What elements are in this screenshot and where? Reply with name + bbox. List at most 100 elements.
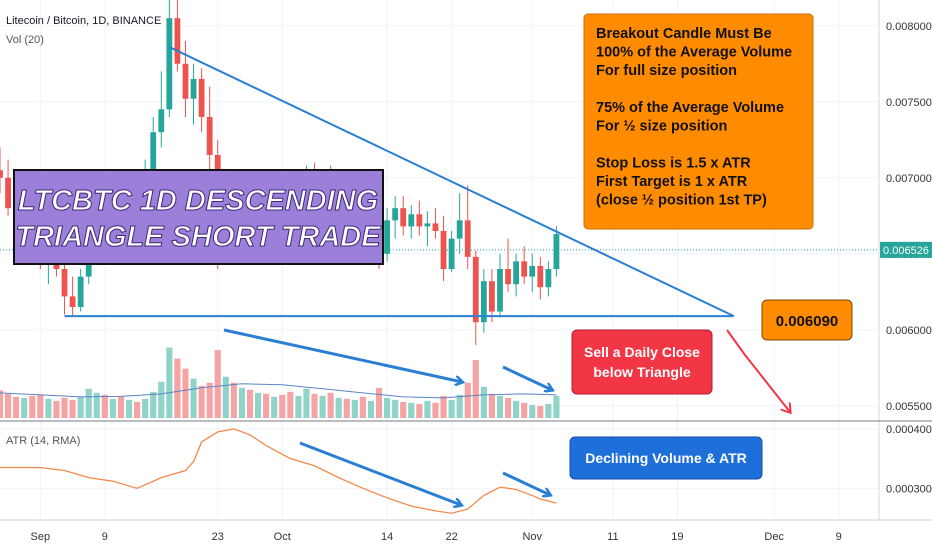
volume-layer xyxy=(0,347,560,418)
candle-body xyxy=(400,208,407,227)
support-value: 0.006090 xyxy=(776,313,839,330)
volume-bar xyxy=(271,396,278,418)
atr-tick-label: 0.000400 xyxy=(886,424,932,436)
symbol-title: Litecoin / Bitcoin, 1D, BINANCE xyxy=(6,15,161,27)
volume-bar xyxy=(351,399,358,418)
candle-body xyxy=(174,18,181,64)
volume-bar xyxy=(440,395,447,418)
rules-line: Stop Loss is 1.5 x ATR xyxy=(596,156,751,172)
candle-body xyxy=(505,269,511,285)
atr-decline-arrow-1 xyxy=(299,441,461,505)
candle-body xyxy=(489,281,495,312)
volume-bar xyxy=(424,400,431,418)
declining-text: Declining Volume & ATR xyxy=(585,450,747,466)
rules-line: (close ½ position 1st TP) xyxy=(596,193,767,209)
volume-bar xyxy=(464,382,471,418)
volume-bar xyxy=(77,396,84,418)
candle-body xyxy=(158,109,165,133)
volume-bar xyxy=(343,398,350,418)
time-tick-label: 11 xyxy=(607,531,618,543)
volume-decline-arrow-2 xyxy=(502,365,552,390)
volume-bar xyxy=(190,378,197,418)
candle-body xyxy=(497,269,503,312)
volume-bar xyxy=(69,399,76,418)
price-tick-label: 0.007000 xyxy=(886,173,932,185)
candle-body xyxy=(5,177,11,209)
volume-bar xyxy=(13,396,20,418)
volume-bar xyxy=(335,397,342,418)
volume-bar xyxy=(53,400,60,418)
time-tick-label: 22 xyxy=(445,531,457,543)
atr-axis[interactable]: 0.000400 0.000300 xyxy=(886,424,932,495)
volume-bar xyxy=(392,399,399,418)
candle-body xyxy=(0,170,3,178)
volume-bar xyxy=(311,393,318,418)
volume-bar xyxy=(375,387,383,418)
volume-bar xyxy=(198,385,205,418)
volume-bar xyxy=(174,358,181,418)
volume-bar xyxy=(238,387,245,418)
price-tick-label: 0.007500 xyxy=(886,97,932,109)
volume-bar xyxy=(504,397,512,418)
volume-bar xyxy=(480,386,487,418)
volume-bar xyxy=(182,368,189,418)
candle-body xyxy=(206,116,213,155)
candle-body xyxy=(529,265,536,277)
candle-body xyxy=(545,269,552,288)
volume-bar xyxy=(21,397,28,418)
volume-bar xyxy=(37,394,44,418)
volume-bar xyxy=(109,398,116,418)
volume-bar xyxy=(553,395,560,418)
candle-body xyxy=(166,18,173,110)
volume-bar xyxy=(29,395,36,418)
candle-body xyxy=(537,265,544,288)
volume-bar xyxy=(295,395,302,418)
price-tick-label: 0.008000 xyxy=(886,21,932,33)
rules-line: Breakout Candle Must Be xyxy=(596,26,772,42)
candle-body xyxy=(384,220,390,254)
price-tick-label: 0.005500 xyxy=(886,401,932,413)
candle-body xyxy=(432,223,439,232)
volume-bar xyxy=(125,399,133,418)
volume-bar xyxy=(254,392,262,418)
volume-bar xyxy=(61,397,68,418)
volume-bar xyxy=(246,389,254,418)
volume-bar xyxy=(222,376,229,418)
volume-bar xyxy=(456,394,463,418)
candle-body xyxy=(150,132,157,171)
sell-box: Sell a Daily Close below Triangle xyxy=(571,329,713,395)
volume-bar xyxy=(0,390,4,418)
rules-box: Breakout Candle Must Be 100% of the Avera… xyxy=(583,13,814,230)
atr-indicator-label: ATR (14, RMA) xyxy=(6,435,80,447)
volume-bar xyxy=(142,398,149,418)
candle-body xyxy=(416,214,423,227)
time-tick-label: 19 xyxy=(671,531,683,543)
volume-bar xyxy=(488,393,495,418)
volume-bar xyxy=(529,404,536,418)
current-price-tag: 0.006526 xyxy=(880,241,932,258)
volume-bar xyxy=(448,399,455,418)
candle-body xyxy=(392,208,399,221)
sell-line-2: below Triangle xyxy=(593,364,690,380)
atr-line xyxy=(0,428,557,514)
candle-body xyxy=(448,238,455,270)
price-axis[interactable]: 0.0080000.0075000.0070000.0065000.006000… xyxy=(886,21,932,413)
candle-body xyxy=(521,261,528,277)
time-tick-label: Dec xyxy=(764,531,784,543)
volume-bar xyxy=(93,392,100,418)
title-box: LTCBTC 1D DESCENDING TRIANGLE SHORT TRAD… xyxy=(13,169,384,265)
volume-bar xyxy=(408,402,415,418)
support-label-box: 0.006090 xyxy=(761,299,853,341)
current-price-label: 0.006526 xyxy=(883,245,929,257)
volume-bar xyxy=(537,405,544,418)
volume-bar xyxy=(287,391,294,418)
rules-line: 75% of the Average Volume xyxy=(596,100,784,116)
volume-bar xyxy=(279,394,286,418)
volume-bar xyxy=(416,403,423,418)
rules-line: For ½ size position xyxy=(596,119,727,135)
atr-decline-arrow-2 xyxy=(502,471,550,495)
volume-ma-line xyxy=(0,383,557,399)
time-axis[interactable]: Sep 9 23 Oct 14 22 Nov 11 19 Dec 9 xyxy=(31,531,842,543)
candle-body xyxy=(480,281,487,323)
